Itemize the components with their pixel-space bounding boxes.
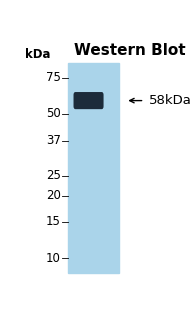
Text: 50: 50 (46, 108, 61, 121)
Text: 75: 75 (46, 71, 61, 84)
Text: 20: 20 (46, 189, 61, 202)
FancyBboxPatch shape (74, 92, 104, 109)
Text: 25: 25 (46, 170, 61, 183)
Text: 58kDa: 58kDa (149, 94, 190, 107)
Text: 37: 37 (46, 134, 61, 147)
Text: 10: 10 (46, 252, 61, 265)
Text: kDa: kDa (25, 48, 51, 61)
Bar (68, 63, 120, 273)
Text: 15: 15 (46, 215, 61, 228)
Text: Western Blot: Western Blot (74, 43, 186, 58)
